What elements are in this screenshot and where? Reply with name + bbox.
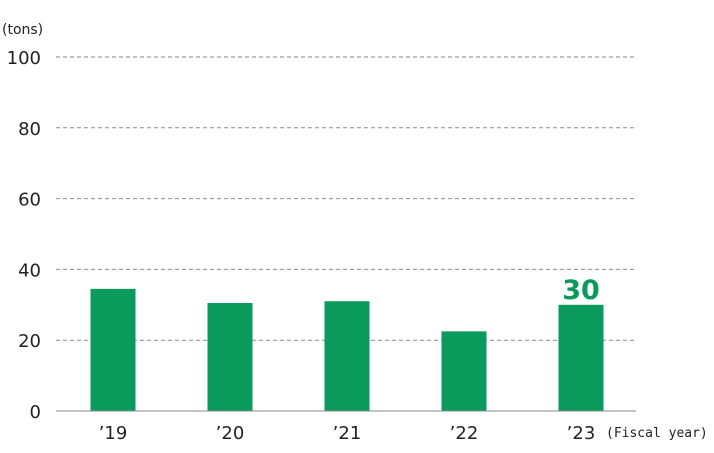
bar (558, 304, 604, 411)
bars (90, 288, 604, 411)
x-axis-unit-label: (Fiscal year) (606, 426, 708, 441)
y-tick-label: 20 (18, 331, 41, 352)
data-label: 30 (562, 275, 600, 306)
y-tick-label: 80 (18, 119, 41, 140)
y-axis-unit-label: (tons) (2, 22, 43, 38)
x-tick-label: ’23 (567, 423, 596, 444)
gridlines (56, 56, 636, 341)
x-tick-label: ’22 (450, 423, 479, 444)
x-tick-label: ’20 (216, 423, 245, 444)
data-labels: 30 (562, 275, 600, 306)
y-tick-label: 40 (18, 260, 41, 281)
bar (207, 303, 253, 411)
bar (90, 288, 136, 411)
x-tick-label: ’21 (333, 423, 362, 444)
y-axis-ticks: 0 20 40 60 80 100 (7, 48, 41, 423)
bar (324, 301, 370, 411)
x-tick-label: ’19 (99, 423, 128, 444)
y-tick-label: 100 (7, 48, 41, 69)
y-tick-label: 60 (18, 190, 41, 211)
y-tick-label: 0 (30, 402, 41, 423)
bar (441, 331, 487, 411)
x-axis-ticks: ’19 ’20 ’21 ’22 ’23 (99, 423, 596, 444)
